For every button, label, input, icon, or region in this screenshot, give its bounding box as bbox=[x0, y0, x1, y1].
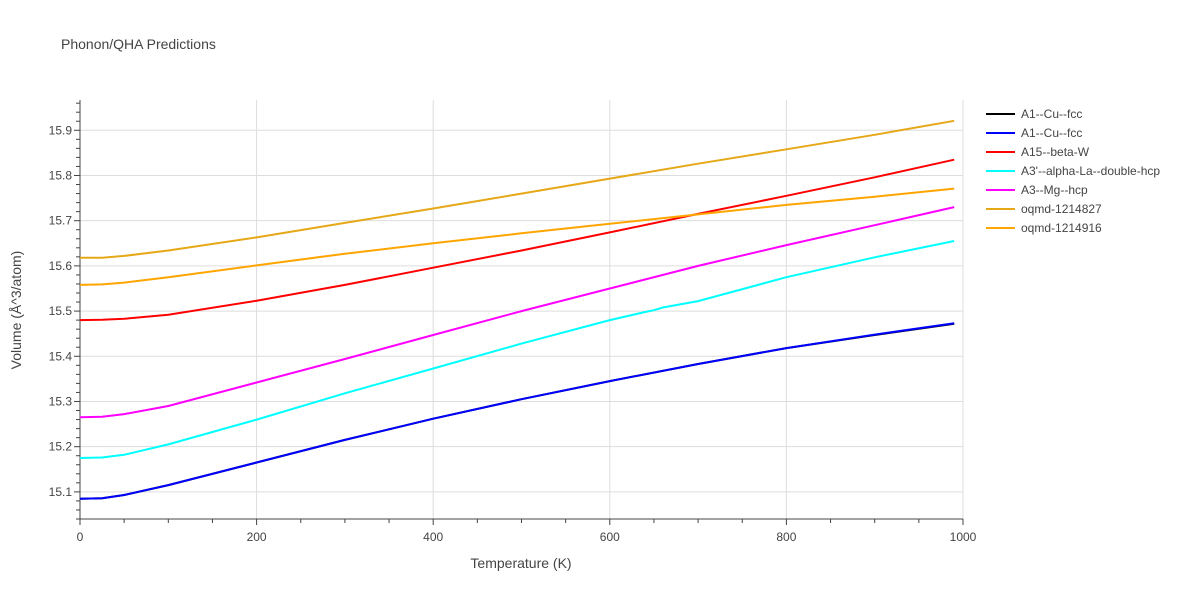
series-group bbox=[79, 119, 955, 500]
series-line bbox=[79, 187, 955, 286]
x-tick-label: 400 bbox=[423, 530, 443, 544]
y-tick-label: 15.4 bbox=[49, 349, 73, 363]
series-line bbox=[79, 322, 955, 500]
y-tick-label: 15.8 bbox=[49, 168, 73, 182]
y-tick-label: 15.6 bbox=[49, 259, 73, 273]
x-tick-label: 200 bbox=[247, 530, 267, 544]
legend: A1--Cu--fcc A1--Cu--fcc A15--beta-W A3'--al… bbox=[986, 107, 1160, 235]
x-tick-label: 800 bbox=[776, 530, 796, 544]
axes bbox=[74, 100, 964, 525]
chart-title: Phonon/QHA Predictions bbox=[61, 36, 216, 52]
y-tick-label: 15.1 bbox=[49, 485, 73, 499]
grid bbox=[80, 100, 964, 519]
x-tick-label: 1000 bbox=[950, 530, 977, 544]
legend-label: A3'--alpha-La--double-hcp bbox=[1021, 164, 1160, 178]
x-tick-label: 0 bbox=[77, 530, 84, 544]
y-tick-label: 15.7 bbox=[49, 214, 73, 228]
series-line bbox=[79, 240, 955, 459]
series-line bbox=[79, 322, 955, 500]
y-tick-label: 15.9 bbox=[49, 123, 73, 137]
tick-labels: 15.1 15.2 15.3 15.4 15.5 15.6 15.7 15.8 15.9 0 200… bbox=[49, 123, 977, 544]
y-axis-title: Volume (Å^3/atom) bbox=[8, 251, 24, 370]
legend-label: A15--beta-W bbox=[1021, 145, 1090, 159]
legend-label: oqmd-1214827 bbox=[1021, 202, 1102, 216]
series-line bbox=[80, 119, 955, 259]
legend-label: oqmd-1214916 bbox=[1021, 221, 1102, 235]
series-line bbox=[79, 158, 955, 322]
x-axis-title: Temperature (K) bbox=[470, 555, 571, 571]
legend-label: A1--Cu--fcc bbox=[1021, 107, 1082, 121]
y-tick-label: 15.5 bbox=[49, 304, 73, 318]
series-line bbox=[79, 206, 955, 419]
y-tick-label: 15.3 bbox=[49, 394, 73, 408]
y-tick-label: 15.2 bbox=[49, 440, 73, 454]
legend-label: A3--Mg--hcp bbox=[1021, 183, 1088, 197]
legend-label: A1--Cu--fcc bbox=[1021, 126, 1082, 140]
x-tick-label: 600 bbox=[600, 530, 620, 544]
